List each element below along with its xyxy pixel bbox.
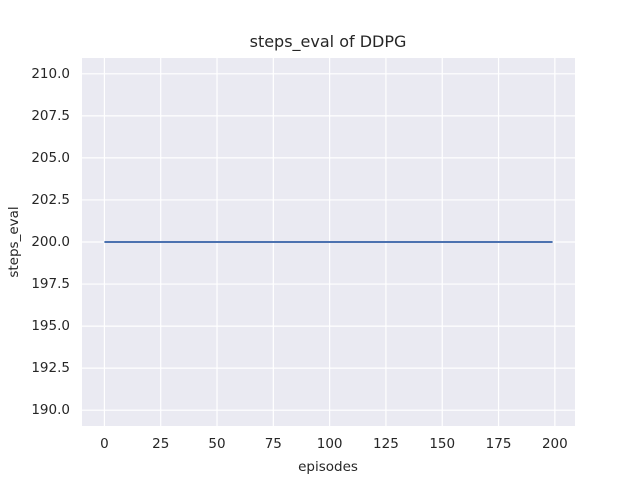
x-tick-label: 100 — [316, 436, 343, 452]
plot-canvas — [82, 58, 575, 426]
x-tick-label: 50 — [208, 436, 226, 452]
x-tick-label: 25 — [152, 436, 170, 452]
x-tick-label: 75 — [264, 436, 282, 452]
x-tick-label: 0 — [100, 436, 109, 452]
y-tick-label: 200.0 — [31, 234, 70, 250]
y-tick-label: 197.5 — [31, 276, 70, 293]
y-tick-label: 195.0 — [31, 318, 70, 335]
x-tick-label: 200 — [541, 436, 568, 452]
y-tick-label: 210.0 — [31, 65, 70, 82]
y-tick-label: 205.0 — [31, 149, 70, 166]
y-tick-label: 207.5 — [31, 107, 70, 124]
chart-title: steps_eval of DDPG — [249, 32, 407, 51]
y-tick-label: 190.0 — [31, 402, 70, 419]
y-tick-label: 192.5 — [31, 360, 70, 377]
y-axis-label: steps_eval — [6, 206, 22, 278]
x-tick-label: 150 — [429, 436, 456, 452]
x-axis-label: episodes — [298, 459, 358, 475]
y-tick-label: 202.5 — [31, 191, 70, 208]
x-tick-label: 175 — [485, 436, 512, 452]
plot-area — [82, 58, 575, 426]
x-tick-label: 125 — [373, 436, 399, 452]
